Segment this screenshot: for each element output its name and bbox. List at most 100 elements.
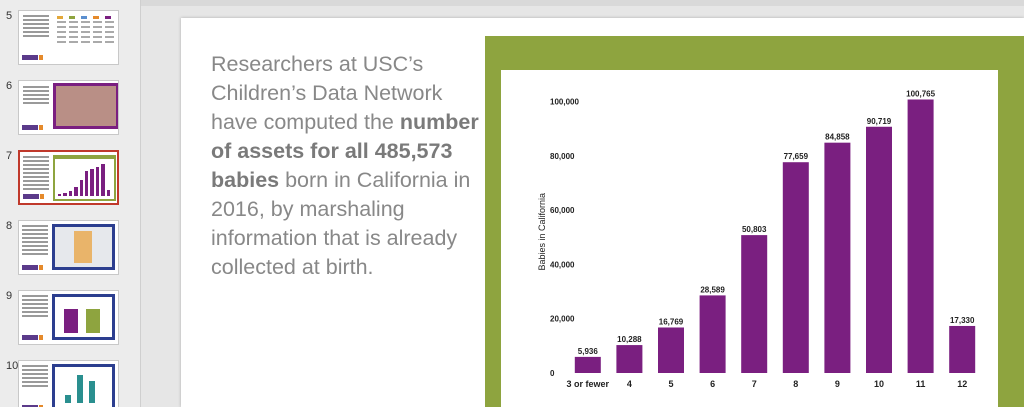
chart-panel[interactable]: 0 20,000 40,000 60,000 80,000 100,000 Babies i…: [501, 70, 998, 407]
slide-text-part1: Researchers at USC’s Children’s Data Net…: [211, 52, 443, 134]
thumb-text-line: [22, 253, 48, 255]
slide-thumbnail-row[interactable]: 5: [0, 10, 140, 72]
thumb-text-line: [23, 168, 49, 170]
slide-thumbnail[interactable]: [18, 220, 119, 275]
bar: [699, 295, 726, 373]
thumb-table-cell: [69, 31, 78, 33]
bar: [907, 99, 934, 374]
slide-body-text[interactable]: Researchers at USC’s Children’s Data Net…: [211, 50, 481, 282]
thumb-table-cell: [93, 41, 102, 43]
thumb-map-region: [74, 231, 92, 263]
bar-value-label: 17,330: [950, 316, 975, 325]
thumb-logo-accent: [40, 194, 44, 199]
thumb-text-line: [22, 315, 48, 317]
x-tick-label: 5: [668, 379, 673, 389]
slide-thumbnail[interactable]: [18, 150, 119, 205]
thumb-table-cell: [93, 26, 102, 28]
x-tick-label: 3 or fewer: [567, 379, 610, 389]
thumb-text-line: [23, 188, 49, 190]
thumb-table-cell: [105, 26, 114, 28]
thumb-table-header: [69, 16, 75, 19]
thumb-text-line: [23, 164, 49, 166]
thumb-table-cell: [69, 26, 78, 28]
thumb-table-cell: [69, 36, 78, 38]
slide-thumbnail-row[interactable]: 6: [0, 80, 140, 142]
x-tick-label: 12: [957, 379, 967, 389]
thumb-text-line: [23, 176, 49, 178]
x-tick-label: 4: [627, 379, 632, 389]
slide-thumbnail-row[interactable]: 7: [0, 150, 140, 212]
slide-thumbnail-row[interactable]: 9: [0, 290, 140, 352]
thumb-text-line: [23, 35, 49, 37]
thumb-table-cell: [93, 31, 102, 33]
thumb-table-cell: [93, 21, 102, 23]
slide-thumbnail-row[interactable]: 10: [0, 360, 140, 407]
thumb-text-line: [22, 299, 48, 301]
bar: [741, 235, 768, 373]
slide-thumbnail[interactable]: [18, 290, 119, 345]
thumb-text-line: [22, 229, 48, 231]
slide-thumbnail-panel[interactable]: 5 6 7 8 9 10: [0, 0, 141, 407]
thumb-chart-bar: [58, 194, 62, 196]
thumb-text-line: [22, 377, 48, 379]
thumb-text-line: [22, 369, 48, 371]
thumb-table-cell: [105, 36, 114, 38]
thumb-logo: [23, 194, 39, 199]
slide-thumbnail[interactable]: [18, 80, 119, 135]
bar: [782, 162, 809, 373]
slide-thumbnail-row[interactable]: 8: [0, 220, 140, 282]
thumb-table-cell: [69, 21, 78, 23]
slide-number: 7: [6, 150, 13, 162]
x-tick-label: 8: [793, 379, 798, 389]
thumb-table-cell: [69, 41, 78, 43]
thumb-chart-bar: [86, 309, 100, 333]
bar-value-label: 10,288: [617, 335, 642, 344]
x-tick-label: 7: [752, 379, 757, 389]
slide-number: 10: [6, 360, 19, 372]
thumb-chart-bar: [90, 169, 94, 196]
slide-canvas[interactable]: Researchers at USC’s Children’s Data Net…: [181, 18, 1024, 407]
thumb-chart-bar: [68, 190, 73, 196]
thumb-logo: [22, 335, 38, 340]
thumb-table-header: [93, 16, 99, 19]
thumb-text-line: [22, 245, 48, 247]
slide-thumbnail[interactable]: [18, 10, 119, 65]
x-tick-label: 6: [710, 379, 715, 389]
thumb-text-line: [23, 102, 49, 104]
thumb-table-cell: [57, 36, 66, 38]
thumb-logo-accent: [39, 125, 43, 130]
thumb-text-line: [23, 90, 49, 92]
thumb-text-line: [22, 381, 48, 383]
bar-value-label: 100,765: [906, 89, 935, 98]
y-tick-label: 40,000: [550, 260, 575, 269]
y-tick-label: 100,000: [550, 98, 579, 107]
thumb-text-line: [22, 241, 48, 243]
thumb-text-line: [23, 15, 49, 17]
thumb-chart-bar: [74, 186, 78, 196]
thumb-text-line: [23, 98, 49, 100]
thumb-text-line: [23, 184, 49, 186]
thumb-text-line: [22, 373, 48, 375]
thumb-table-cell: [57, 21, 66, 23]
slide-number: 9: [6, 290, 13, 302]
thumb-table-header: [57, 16, 63, 19]
thumb-text-line: [23, 94, 49, 96]
chart-frame: 0 20,000 40,000 60,000 80,000 100,000 Babies i…: [485, 36, 1024, 407]
thumb-chart-bar: [65, 395, 71, 403]
thumb-text-line: [23, 180, 49, 182]
thumb-logo-accent: [39, 335, 43, 340]
bar: [866, 126, 892, 373]
bar: [616, 345, 643, 373]
slide-number: 5: [6, 10, 13, 22]
thumb-chart-bar: [64, 309, 78, 333]
bar-value-label: 77,659: [784, 152, 809, 161]
bar: [574, 356, 601, 373]
x-tick-label: 10: [874, 379, 884, 389]
thumb-chart-bar: [85, 171, 89, 196]
thumb-table-cell: [105, 31, 114, 33]
thumb-text-line: [22, 307, 48, 309]
slide-thumbnail[interactable]: [18, 360, 119, 407]
thumb-chart-bar: [95, 167, 100, 196]
thumb-text-line: [23, 27, 49, 29]
thumb-text-line: [22, 249, 48, 251]
